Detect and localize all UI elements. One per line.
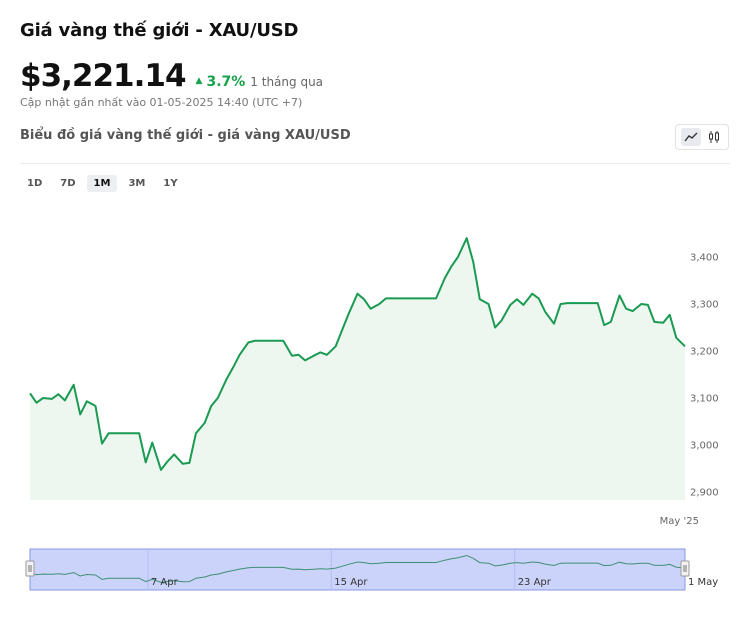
header-divider bbox=[20, 163, 730, 164]
range-1y[interactable]: 1Y bbox=[163, 178, 178, 189]
navigator-date-label: 15 Apr bbox=[334, 577, 368, 588]
y-tick-label: 2,900 bbox=[690, 488, 719, 499]
range-3m[interactable]: 3M bbox=[128, 178, 146, 189]
x-tick-label: May '25 bbox=[660, 516, 699, 527]
navigator-date-label: 1 May bbox=[688, 577, 718, 588]
line-chart-button[interactable] bbox=[680, 128, 701, 146]
navigator-series bbox=[29, 554, 686, 583]
range-1d[interactable]: 1D bbox=[27, 178, 43, 189]
y-tick-label: 3,300 bbox=[690, 300, 719, 311]
y-tick-label: 3,000 bbox=[690, 441, 719, 452]
current-price: $3,221.14 bbox=[20, 58, 187, 94]
navigator-date-label: 23 Apr bbox=[518, 577, 552, 588]
x-axis: May '25 bbox=[660, 516, 699, 527]
candlestick-button[interactable] bbox=[704, 128, 724, 146]
chart-type-toggle bbox=[675, 124, 729, 150]
y-axis: 2,900 3,000 3,100 3,200 3,300 3,400 bbox=[690, 253, 719, 499]
change-period: 1 tháng qua bbox=[250, 75, 324, 89]
y-tick-label: 3,200 bbox=[690, 347, 719, 358]
candlestick-icon bbox=[708, 131, 719, 143]
navigator[interactable]: 7 Apr 15 Apr 23 Apr 1 May bbox=[25, 548, 718, 591]
navigator-handle-right[interactable] bbox=[680, 560, 690, 577]
navigator-handle-left[interactable] bbox=[25, 560, 35, 577]
plot-area bbox=[29, 237, 686, 500]
price-row: $3,221.14 ▲ 3.7% 1 tháng qua bbox=[20, 58, 323, 94]
last-updated: Cập nhật gần nhất vào 01-05-2025 14:40 (… bbox=[20, 96, 303, 109]
range-selector: 1D 7D 1M 3M 1Y bbox=[20, 175, 185, 192]
y-tick-label: 3,400 bbox=[690, 253, 719, 264]
navigator-date-label: 7 Apr bbox=[151, 577, 179, 588]
y-tick-label: 3,100 bbox=[690, 394, 719, 405]
price-change-percent: 3.7% bbox=[206, 74, 246, 90]
chart-subtitle: Biểu đồ giá vàng thế giới - giá vàng XAU… bbox=[20, 128, 351, 143]
triangle-up-icon: ▲ bbox=[195, 76, 203, 86]
range-7d[interactable]: 7D bbox=[60, 178, 76, 189]
range-1m[interactable]: 1M bbox=[86, 175, 118, 192]
price-area bbox=[30, 238, 685, 500]
line-chart-icon bbox=[683, 132, 697, 142]
page-title: Giá vàng thế giới - XAU/USD bbox=[20, 20, 299, 41]
